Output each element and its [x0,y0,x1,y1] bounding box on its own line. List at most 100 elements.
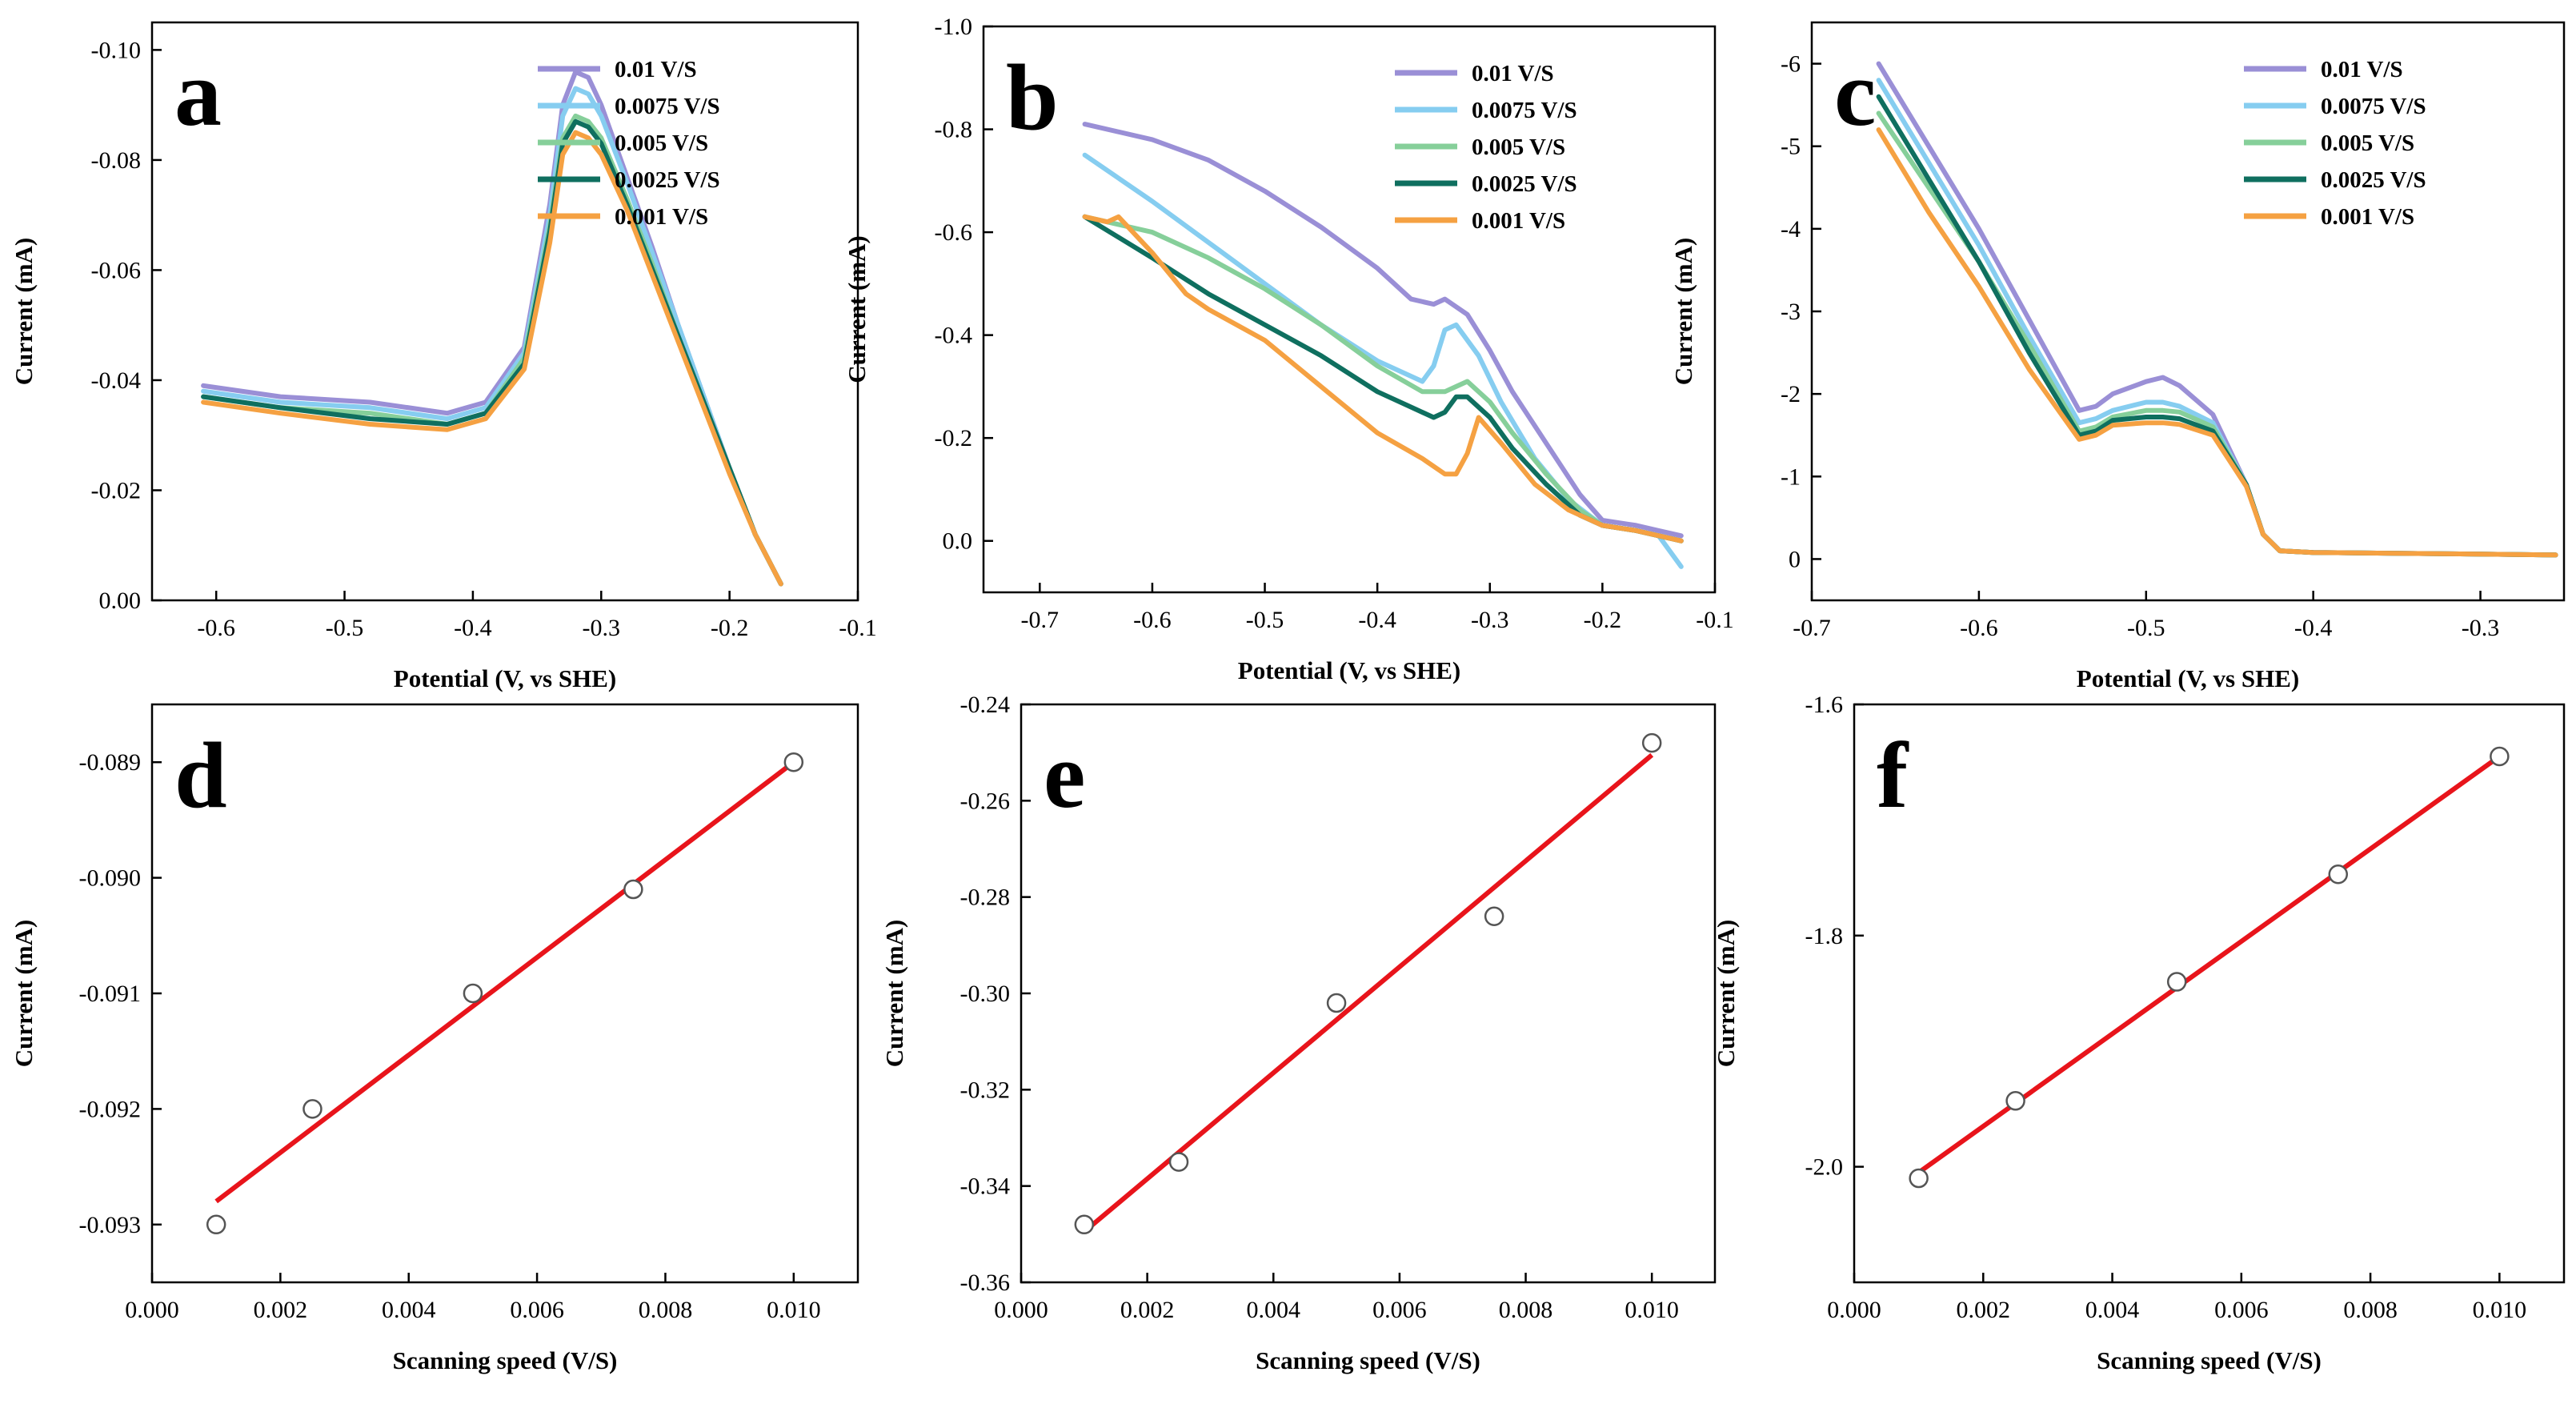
y-tick-label: -0.02 [91,477,142,503]
y-tick-label: -2.0 [1805,1154,1844,1181]
data-point [2005,1091,2025,1111]
series-line [1082,214,1684,544]
x-tick-label: -0.6 [1133,607,1172,633]
series-line [1876,110,2558,558]
x-tick-label: -0.1 [1696,607,1734,633]
legend-label: 0.0075 V/S [1472,98,1577,123]
y-tick-label: -0.089 [79,749,142,776]
x-tick-label: 0.002 [1120,1297,1175,1323]
panel-c: -0.7 -0.6 -0.5 -0.4 -0.3 0 -1 -2 -3 -4 -5 -6 Potenti… [1669,21,2566,692]
data-point [2490,746,2510,767]
x-axis-title: Potential (V, vs SHE) [394,664,616,692]
x-axis-title: Scanning speed (V/S) [393,1346,618,1374]
legend-label: 0.01 V/S [1472,61,1554,86]
legend-label: 0.001 V/S [1472,208,1565,234]
series-line [1082,122,1684,539]
data-point [1326,993,1347,1013]
x-tick-label: 0.006 [510,1297,564,1323]
y-tick-label: -0.34 [960,1173,1011,1200]
y-tick-label: -0.24 [960,692,1011,718]
y-tick-label: -3 [1781,299,1801,325]
y-tick-label: -1 [1781,463,1801,490]
data-point [206,1214,226,1235]
plot-frame [982,25,1717,594]
data-point [2166,972,2187,992]
panel-letter: a [174,41,222,146]
data-point [1168,1152,1189,1172]
x-tick-label: 0.008 [1499,1297,1553,1323]
series-line [1876,78,2558,558]
x-tick-label: 0.010 [1625,1297,1679,1323]
panel-b: -0.7 -0.6 -0.5 -0.4 -0.3 -0.2 -0.1 0.0 -0.2 -0.4 -… [843,14,1734,684]
y-tick-label: -0.090 [79,865,142,892]
data-point [1074,1214,1095,1235]
y-tick-label: -0.32 [960,1077,1011,1103]
panel-letter: e [1044,723,1085,828]
x-tick-label: -0.4 [454,615,492,641]
y-tick-label: -1.6 [1805,692,1844,718]
plot-frame [150,21,859,602]
legend-label: 0.005 V/S [615,130,708,156]
x-tick-label: -0.7 [1793,615,1831,641]
data-point [623,879,643,900]
data-point [783,752,804,772]
y-tick-label: -5 [1781,134,1801,160]
plot-frame [1810,21,2566,602]
x-tick-label: 0.004 [382,1297,436,1323]
x-tick-label: -0.3 [2462,615,2500,641]
x-tick-label: -0.2 [711,615,749,641]
x-tick-label: -0.7 [1021,607,1060,633]
x-tick-label: 0.002 [1957,1297,2011,1323]
legend-label: 0.0025 V/S [1472,171,1577,197]
panel-letter: f [1877,723,1909,828]
y-tick-label: -0.30 [960,981,1011,1007]
y-tick-label: 0.00 [99,588,142,614]
series-line [1876,94,2558,558]
series-line [201,130,783,587]
legend-label: 0.001 V/S [615,204,708,230]
data-point [1484,906,1504,926]
panel-a: -0.6 -0.5 -0.4 -0.3 -0.2 -0.1 0.00 -0.02 -0.04 -0… [10,21,877,692]
x-axis-title: Scanning speed (V/S) [2097,1346,2322,1374]
x-tick-label: -0.5 [1246,607,1284,633]
panel-e: 0.000 0.002 0.004 0.006 0.008 0.010 -0.36 -0.34… [880,692,1717,1374]
x-tick-label: -0.5 [2127,615,2165,641]
x-tick-label: 0.000 [125,1297,179,1323]
y-tick-label: -0.36 [960,1270,1011,1296]
data-point [302,1099,323,1119]
x-tick-label: -0.4 [2294,615,2333,641]
x-tick-label: 0.010 [767,1297,821,1323]
y-tick-label: -1.0 [935,14,973,40]
y-tick-label: -0.093 [79,1212,142,1238]
y-tick-label: -2 [1781,381,1801,407]
x-tick-label: 0.006 [2214,1297,2269,1323]
y-tick-label: 0.0 [943,528,973,555]
x-tick-label: 0.000 [994,1297,1048,1323]
y-tick-label: -0.10 [91,37,142,63]
y-tick-label: -0.091 [79,981,142,1007]
x-tick-label: -0.1 [839,615,877,641]
legend-label: 0.0025 V/S [2321,167,2426,193]
legend-label: 0.0075 V/S [615,94,720,119]
fit-line [214,760,795,1204]
x-tick-label: -0.5 [326,615,364,641]
legend-label: 0.01 V/S [615,57,697,82]
x-tick-label: 0.004 [1247,1297,1301,1323]
x-tick-label: 0.008 [639,1297,693,1323]
x-tick-label: 0.004 [2085,1297,2140,1323]
x-tick-label: -0.6 [197,615,235,641]
panel-f: 0.000 0.002 0.004 0.006 0.008 0.010 -2.0 -1.8 -1… [1712,692,2566,1374]
y-tick-label: -0.08 [91,147,142,174]
legend-label: 0.001 V/S [2321,204,2414,230]
y-axis-title: Current (mA) [1712,920,1740,1068]
x-tick-label: 0.000 [1827,1297,1881,1323]
x-tick-label: 0.008 [2343,1297,2398,1323]
x-tick-label: 0.006 [1372,1297,1427,1323]
panel-d: 0.000 0.002 0.004 0.006 0.008 0.010 -0.093 -0.0… [10,703,859,1374]
series-line [1082,214,1684,544]
y-tick-label: -0.2 [935,425,973,451]
y-tick-label: 0 [1789,546,1801,572]
x-tick-label: -0.3 [1471,607,1509,633]
series-line [1876,127,2558,558]
